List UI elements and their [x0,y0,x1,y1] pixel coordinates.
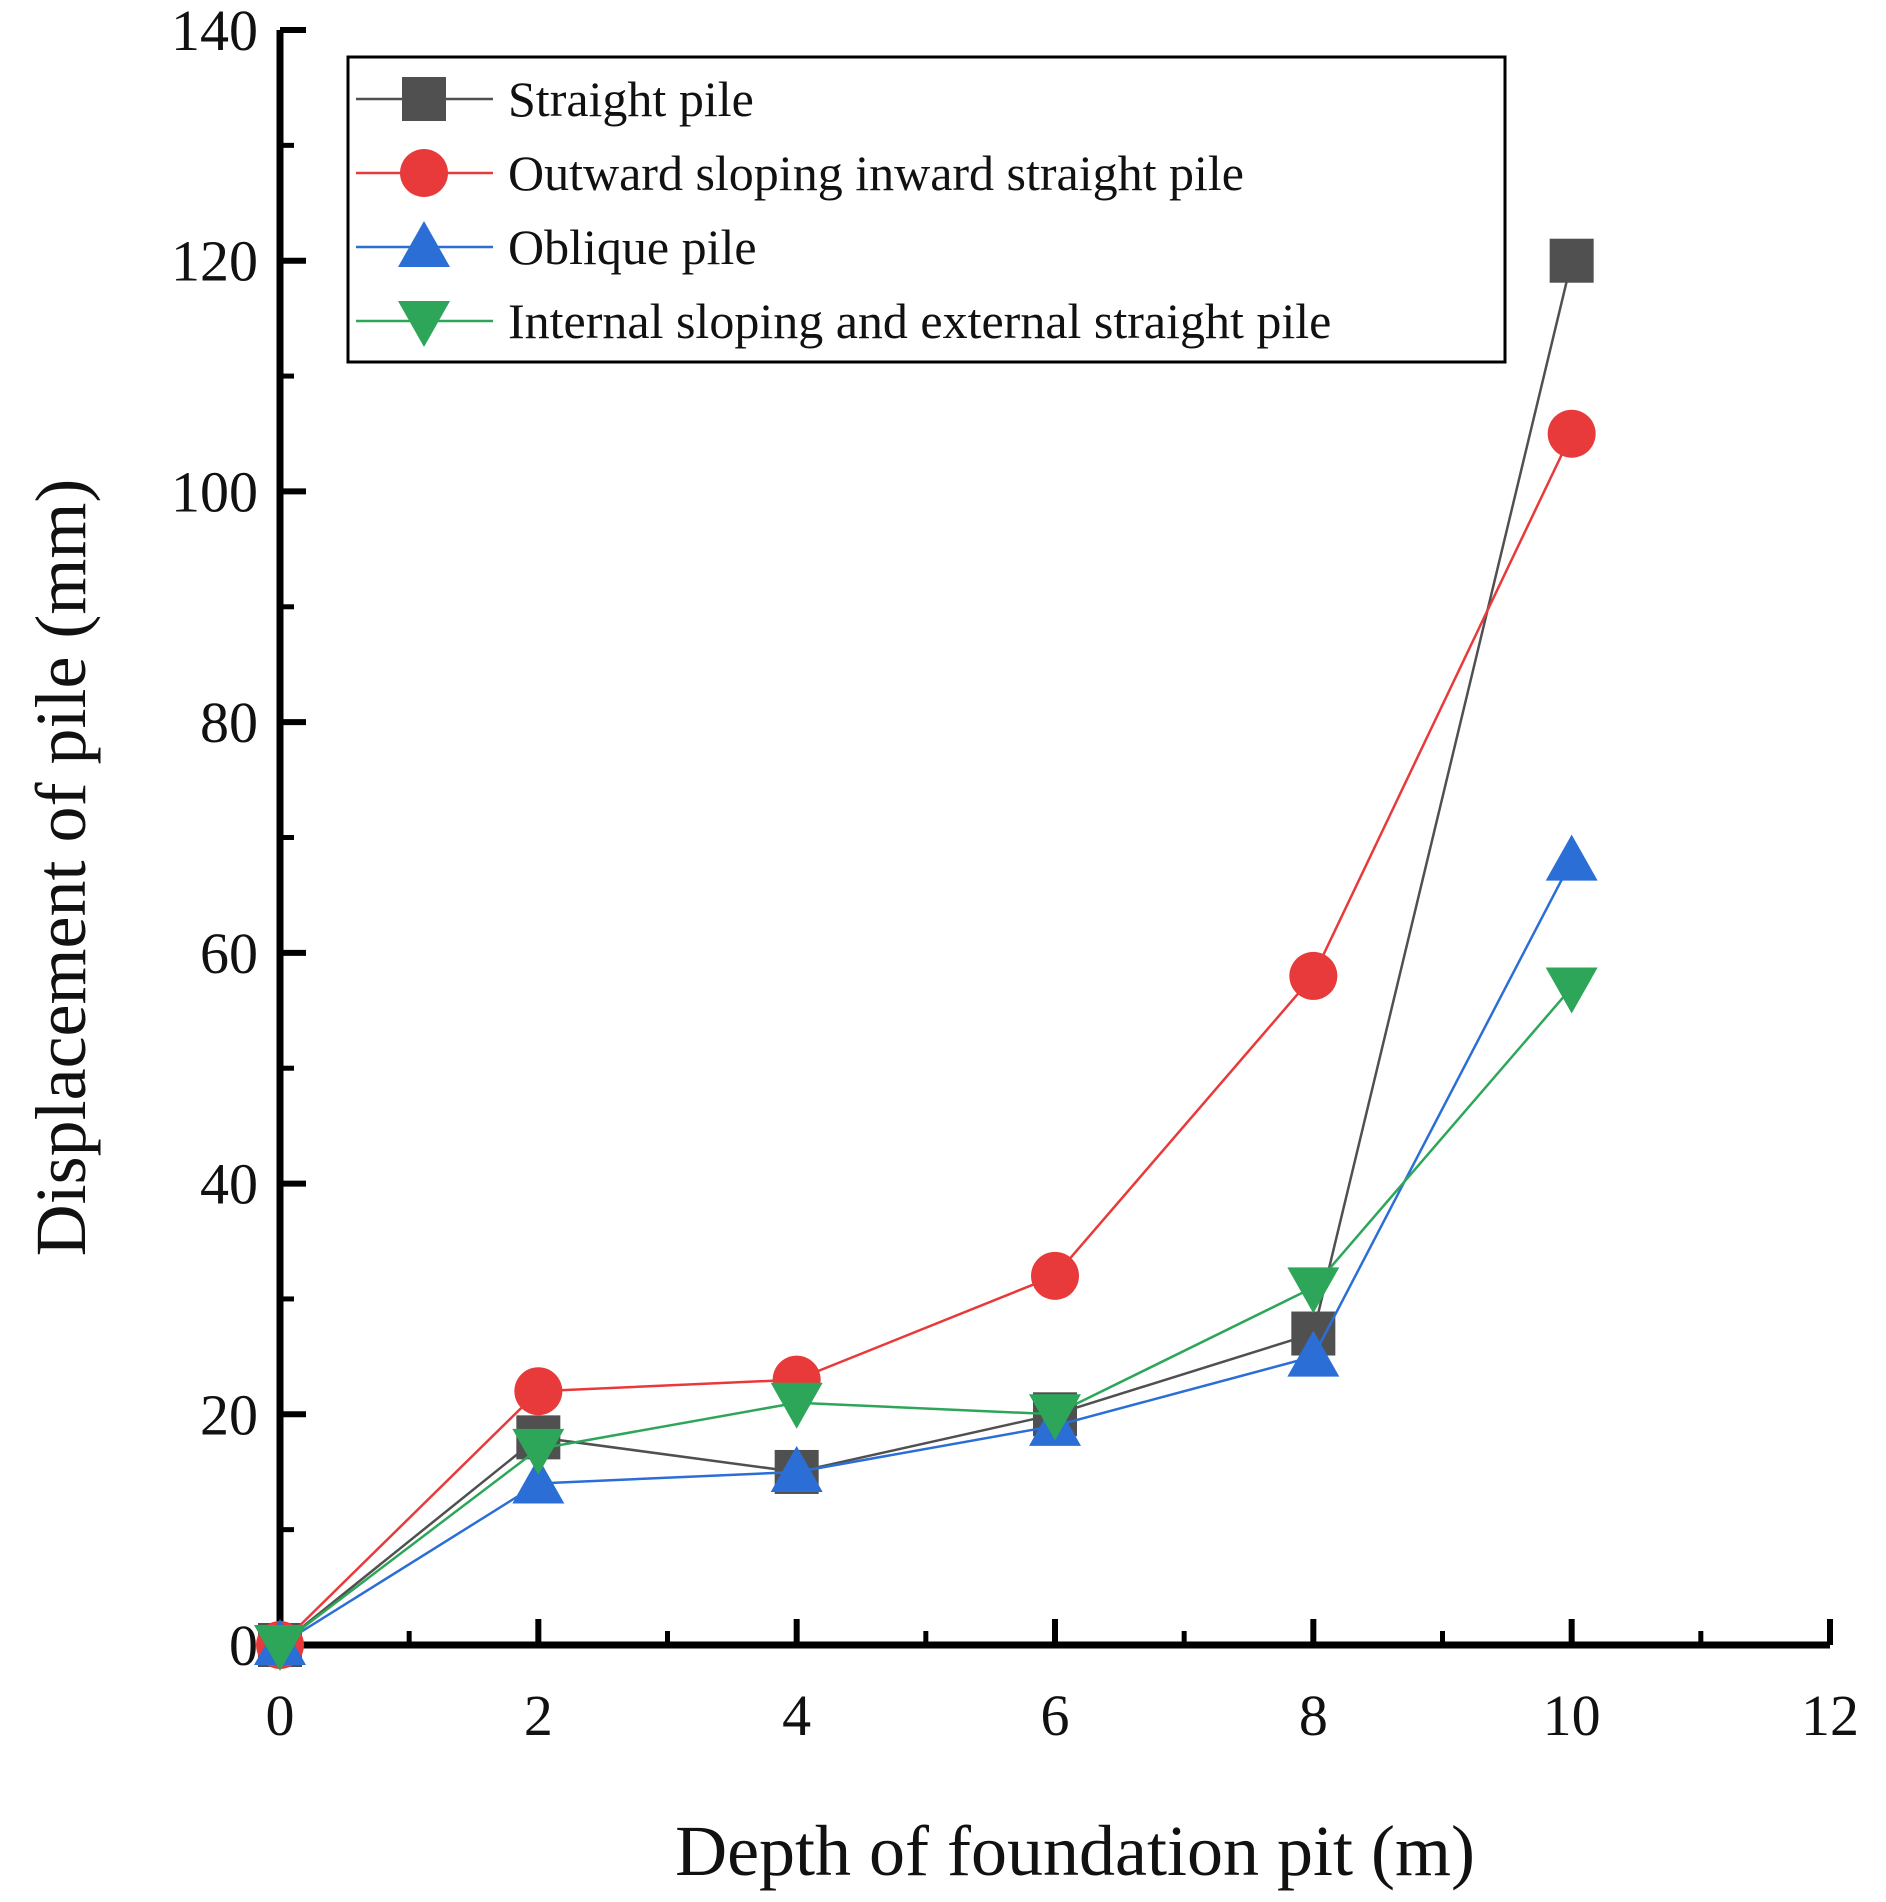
y-tick-label: 0 [229,1613,258,1678]
data-point [1287,1330,1340,1377]
x-tick-label: 4 [782,1683,811,1748]
series-layer [254,238,1598,1671]
series-3 [254,834,1598,1665]
legend-label: Oblique pile [508,219,757,275]
data-point [1031,1251,1079,1300]
data-point [770,1445,823,1492]
legend-item: Straight pile [356,71,754,127]
legend-marker [400,149,448,197]
legend-label: Outward sloping inward straight pile [508,145,1244,201]
legend-marker [398,221,450,267]
data-point [512,1457,565,1504]
x-tick-label: 6 [1041,1683,1070,1748]
x-tick-label: 12 [1801,1683,1859,1748]
legend-marker [398,301,450,347]
data-point [1029,1394,1081,1441]
series-1 [258,238,1594,1667]
legend-marker [402,77,446,121]
data-point [1549,238,1594,283]
legend-label: Straight pile [508,71,754,127]
data-point [254,1625,306,1671]
series-line [279,986,1573,1646]
data-point [1287,1267,1340,1314]
data-point [514,1367,563,1416]
series-line [279,859,1573,1647]
y-axis-title: Displacement of pile (mm) [21,479,101,1257]
legend-item: Oblique pile [356,219,757,275]
y-tick-label: 40 [200,1152,258,1217]
y-tick-label: 140 [171,0,258,63]
series-2 [256,409,1596,1669]
data-point [1547,409,1596,458]
legend: Straight pile Outward sloping inward stra… [346,55,1507,364]
y-tick-label: 80 [200,690,258,755]
y-tick-label: 100 [171,459,258,524]
legend-box [346,55,1507,364]
legend-item: Outward sloping inward straight pile [356,145,1244,201]
y-tick-label: 20 [200,1382,258,1447]
x-tick-label: 10 [1543,1683,1601,1748]
x-tick-label: 2 [524,1683,553,1748]
data-point [512,1428,565,1475]
x-tick-label: 8 [1299,1683,1328,1748]
x-tick-label: 0 [266,1683,295,1748]
x-axis-title: Depth of foundation pit (m) [675,1811,1475,1891]
y-tick-label: 60 [200,921,258,986]
y-tick-label: 120 [171,229,258,294]
legend-item: Internal sloping and external straight p… [356,293,1331,349]
series-line [279,433,1573,1646]
series-4 [254,967,1598,1671]
series-line [279,260,1573,1646]
legend-label: Internal sloping and external straight p… [508,293,1331,349]
data-point [1545,834,1598,881]
data-point [770,1382,823,1429]
data-point [1545,967,1598,1014]
data-point [1289,951,1338,1000]
